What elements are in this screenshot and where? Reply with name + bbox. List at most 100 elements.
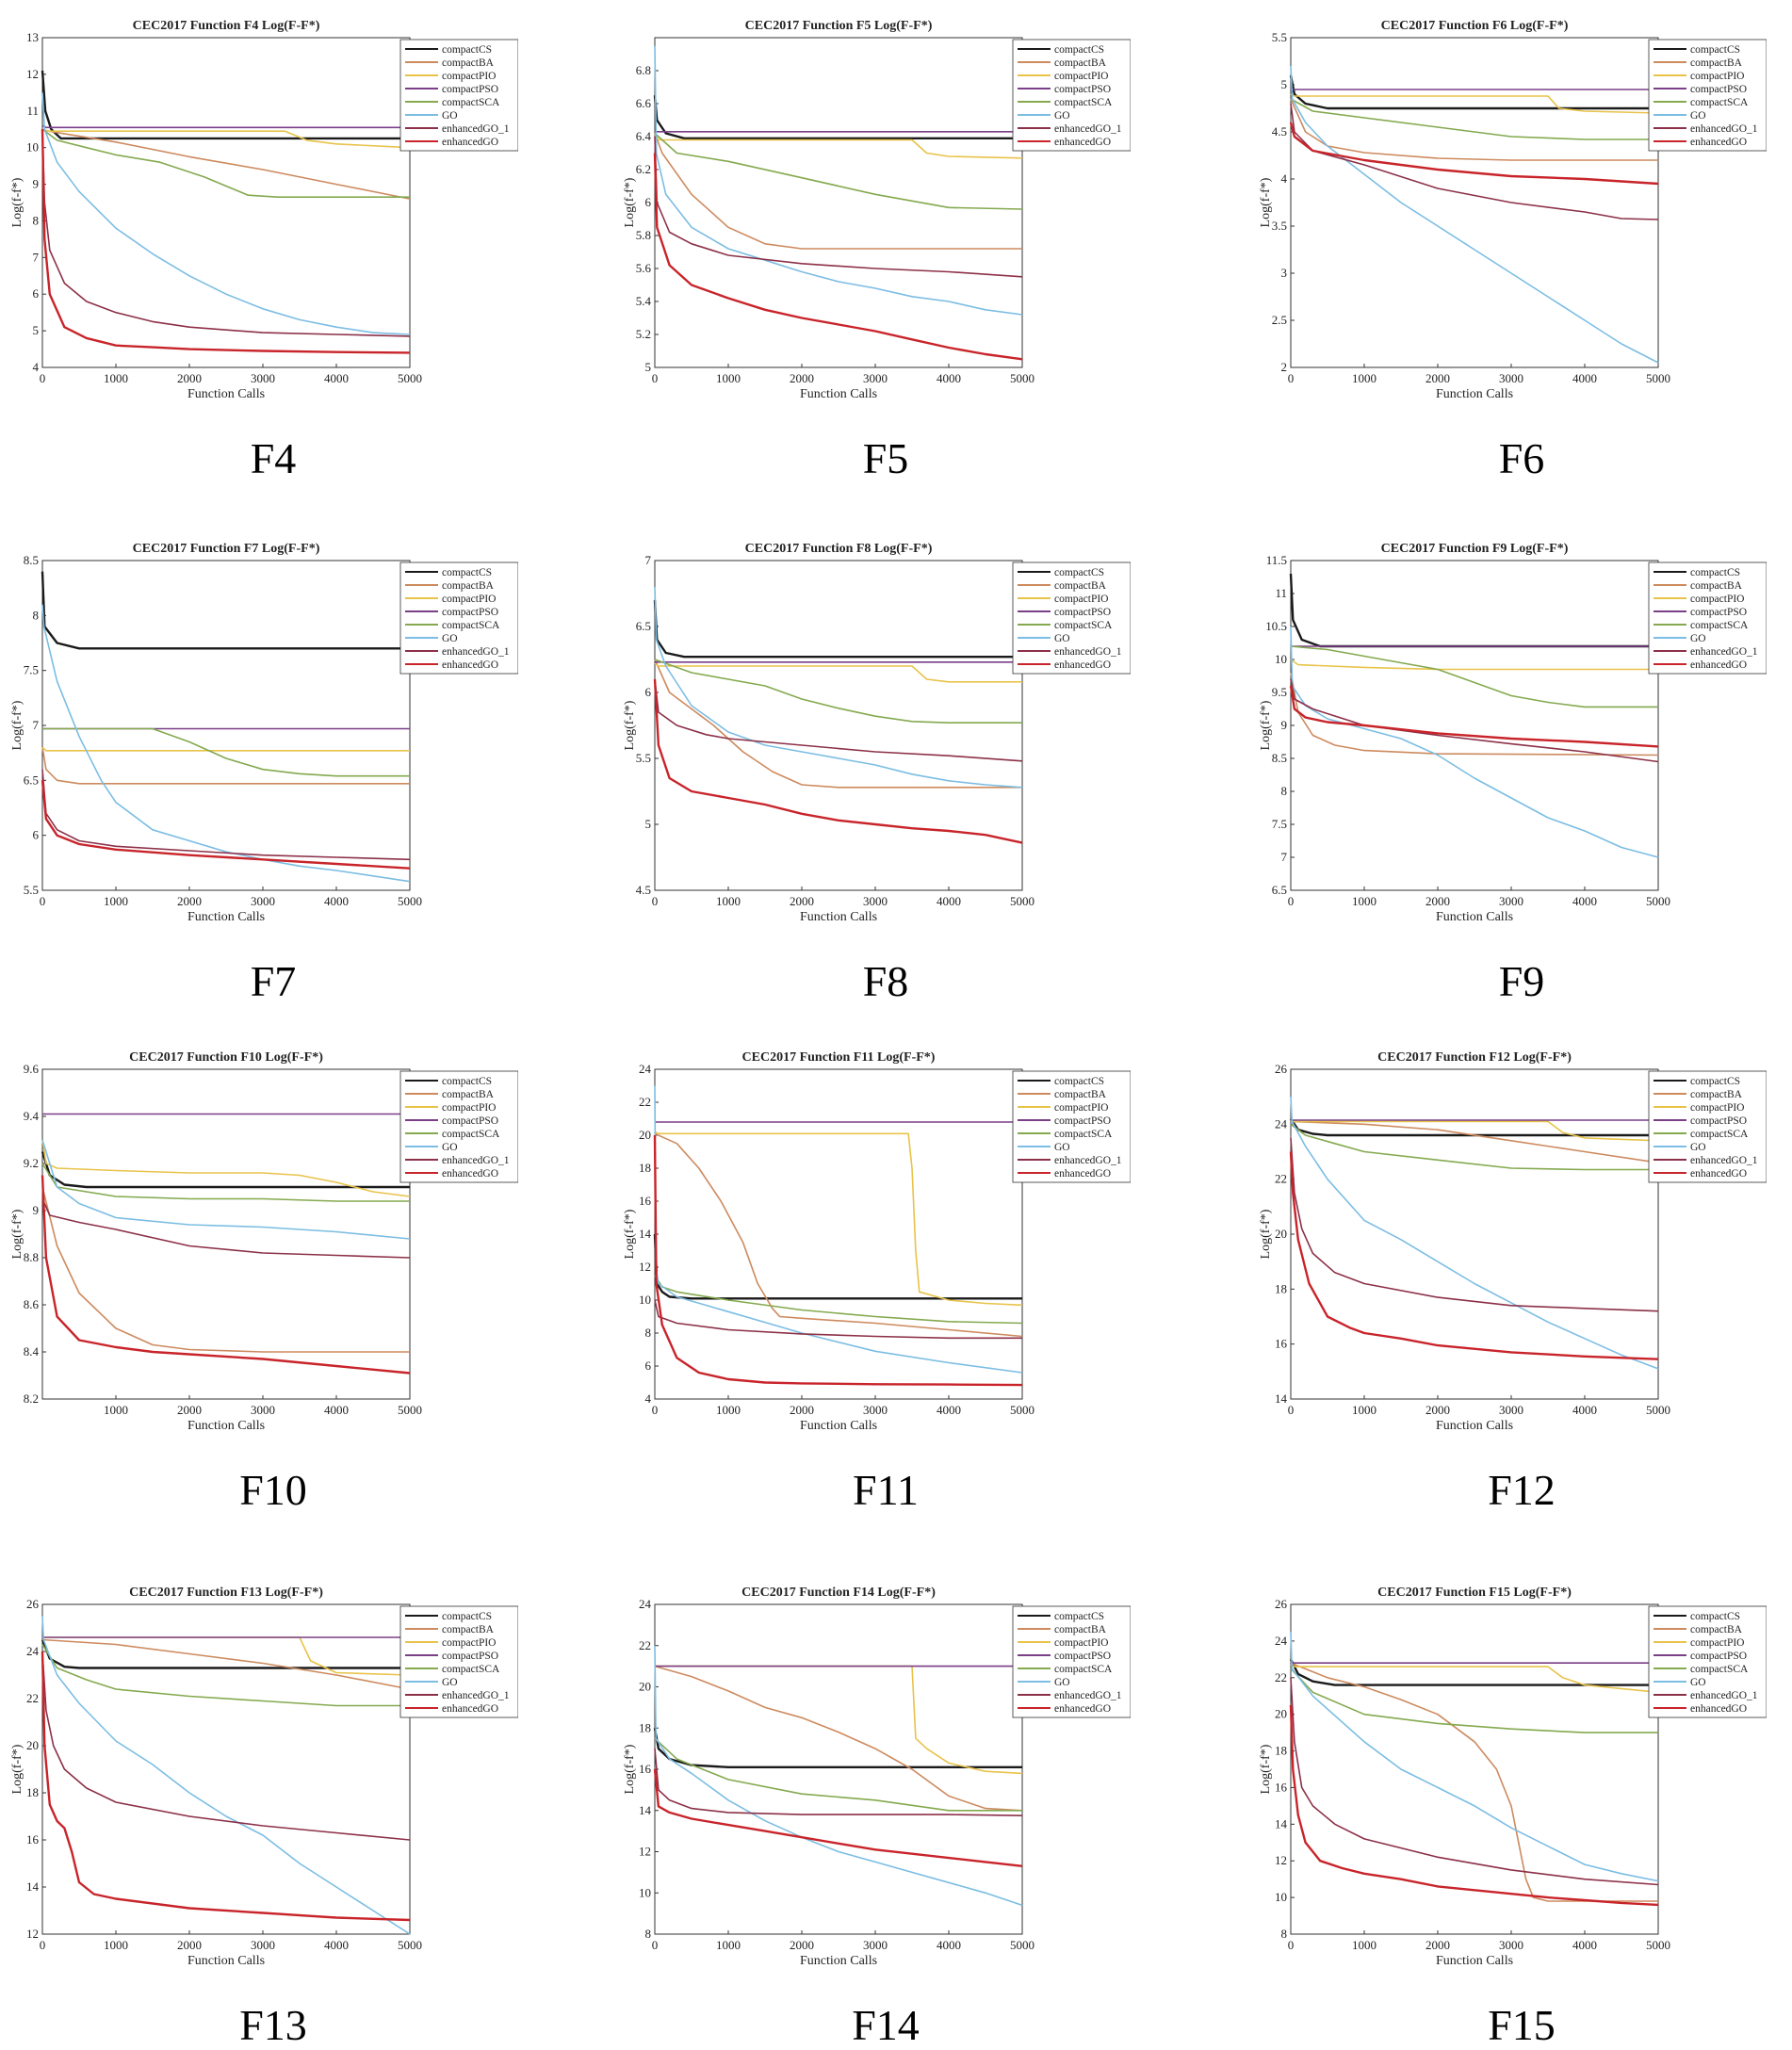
x-axis-label: Function Calls [800, 387, 877, 401]
series-line-enhancedgo [41, 129, 411, 354]
legend-entry: GO [1054, 1142, 1070, 1153]
chart-svg: CEC2017 Function F7 Log(F-F*) 0 1000 2000 30… [10, 542, 518, 924]
x-axis-label: Function Calls [187, 1954, 265, 1968]
y-tick-label: 6 [645, 195, 652, 209]
x-tick-label: 0 [1288, 371, 1295, 385]
series-line-enhancedgo-1 [41, 129, 411, 337]
y-tick-label: 9.5 [1272, 685, 1287, 699]
legend-entry: compactCS [1054, 1076, 1104, 1087]
y-tick-label: 7 [1281, 850, 1288, 864]
legend-entry: compactBA [1054, 57, 1107, 69]
y-axis-label: Log(f-f*) [623, 1209, 637, 1259]
x-tick-label: 1000 [1352, 1403, 1377, 1417]
x-tick-label: 3000 [251, 1403, 275, 1417]
x-tick-label: 0 [1288, 1403, 1295, 1417]
x-tick-label: 3000 [863, 371, 888, 385]
panel-caption: F10 [239, 1466, 307, 1514]
x-tick-label: 5000 [1646, 1938, 1670, 1952]
x-tick-label: 1000 [104, 1403, 128, 1417]
legend-entry: enhancedGO [1054, 1168, 1111, 1180]
legend-entry: enhancedGO_1 [442, 646, 510, 658]
series-line-compactcs [41, 571, 410, 650]
panel-caption: F6 [1498, 434, 1545, 482]
legend-entry: enhancedGO [1054, 1703, 1111, 1715]
y-tick-label: 16 [1275, 1780, 1288, 1794]
series-line-enhancedgo [1289, 685, 1659, 748]
chart-svg: CEC2017 Function F11 Log(F-F*) 0 1000 2000 3… [623, 1050, 1131, 1433]
chart-title: CEC2017 Function F6 Log(F-F*) [1381, 19, 1569, 33]
y-tick-label: 6.6 [636, 96, 652, 110]
y-tick-label: 4 [1281, 171, 1288, 186]
legend-entry: compactPIO [442, 1102, 496, 1114]
y-tick-label: 18 [26, 1785, 39, 1799]
y-tick-label: 20 [1275, 1227, 1287, 1241]
x-tick-label: 3000 [1499, 371, 1523, 385]
x-axis-label: Function Calls [1436, 910, 1513, 924]
legend-entry: compactSCA [1690, 1664, 1749, 1675]
x-tick-label: 0 [652, 1938, 659, 1952]
plot-area [1290, 560, 1659, 891]
y-tick-label: 10 [1275, 1890, 1287, 1904]
y-tick-label: 14 [26, 1879, 40, 1894]
y-tick-label: 5 [645, 817, 652, 831]
legend-entry: GO [1054, 1677, 1070, 1688]
x-tick-label: 2000 [790, 1938, 814, 1952]
series-line-compactsca [41, 1644, 410, 1707]
x-tick-label: 3000 [251, 371, 275, 385]
chart-panel-f12: CEC2017 Function F12 Log(F-F*) 0 1000 2000 3… [1258, 1046, 1767, 1514]
x-tick-label: 4000 [937, 1403, 961, 1417]
x-tick-label: 2000 [1425, 371, 1450, 385]
y-tick-label: 16 [639, 1762, 652, 1776]
series-line-enhancedgo [41, 1175, 411, 1375]
series-line-enhancedgo [41, 1651, 411, 1922]
legend-entry: compactSCA [1690, 1129, 1749, 1140]
legend-entry: enhancedGO_1 [1690, 123, 1758, 135]
legend-entry: enhancedGO_1 [1054, 1690, 1122, 1701]
series-line-compactba [1290, 1120, 1659, 1163]
series-line-enhancedgo-1 [1290, 103, 1659, 220]
legend-entry: compactSCA [1054, 620, 1113, 631]
x-axis-label: Function Calls [800, 1954, 877, 1968]
series-line-go [41, 604, 411, 883]
legend-entry: compactPSO [1690, 1651, 1747, 1662]
y-tick-label: 6.8 [636, 63, 651, 77]
legend-entry: enhancedGO_1 [442, 1690, 510, 1701]
x-tick-label: 1000 [1352, 371, 1377, 385]
series-line-enhancedgo [653, 153, 1023, 361]
series-line-compactba [654, 659, 1022, 789]
plot-area [41, 560, 411, 891]
x-tick-label: 1000 [104, 371, 128, 385]
x-tick-label: 4000 [324, 894, 349, 908]
chart-panel-f4: CEC2017 Function F4 Log(F-F*) 0 1000 2000 30… [9, 14, 518, 482]
chart-title: CEC2017 Function F4 Log(F-F*) [133, 19, 320, 33]
chart-svg: CEC2017 Function F13 Log(F-F*) 0 1000 2000 3… [10, 1586, 518, 1968]
series-line-compactpio [1290, 659, 1658, 671]
chart-panel-f13: CEC2017 Function F13 Log(F-F*) 0 1000 2000 3… [9, 1581, 518, 2049]
x-tick-label: 5000 [1010, 1403, 1034, 1417]
y-tick-label: 9 [33, 177, 40, 191]
y-tick-label: 18 [1275, 1281, 1287, 1295]
legend-entry: compactSCA [442, 1129, 500, 1140]
legend-box [399, 1070, 518, 1183]
x-tick-label: 3000 [863, 1938, 888, 1952]
y-tick-label: 2 [1281, 360, 1288, 374]
y-tick-label: 2.5 [1272, 313, 1287, 327]
series-line-compactcs [41, 1151, 410, 1189]
legend-entry: GO [1690, 110, 1706, 122]
x-tick-label: 4000 [937, 894, 961, 908]
series-line-enhancedgo-1 [41, 769, 411, 861]
y-tick-label: 9.4 [24, 1109, 40, 1123]
chart-svg: CEC2017 Function F15 Log(F-F*) 0 1000 2000 3… [1259, 1586, 1767, 1968]
chart-panel-f5: CEC2017 Function F5 Log(F-F*) 0 1000 2000 30… [622, 14, 1131, 482]
x-tick-label: 0 [652, 371, 659, 385]
x-tick-label: 0 [40, 1938, 46, 1952]
x-tick-label: 2000 [790, 894, 814, 908]
series-line-compactba [41, 1638, 411, 1690]
plot-area [654, 1068, 1023, 1400]
x-tick-label: 5000 [1646, 894, 1670, 908]
y-tick-label: 4.5 [636, 883, 651, 897]
legend-entry: compactCS [1054, 567, 1104, 578]
x-tick-label: 1000 [1352, 894, 1377, 908]
legend-entry: GO [442, 110, 458, 122]
x-tick-label: 5000 [398, 894, 422, 908]
